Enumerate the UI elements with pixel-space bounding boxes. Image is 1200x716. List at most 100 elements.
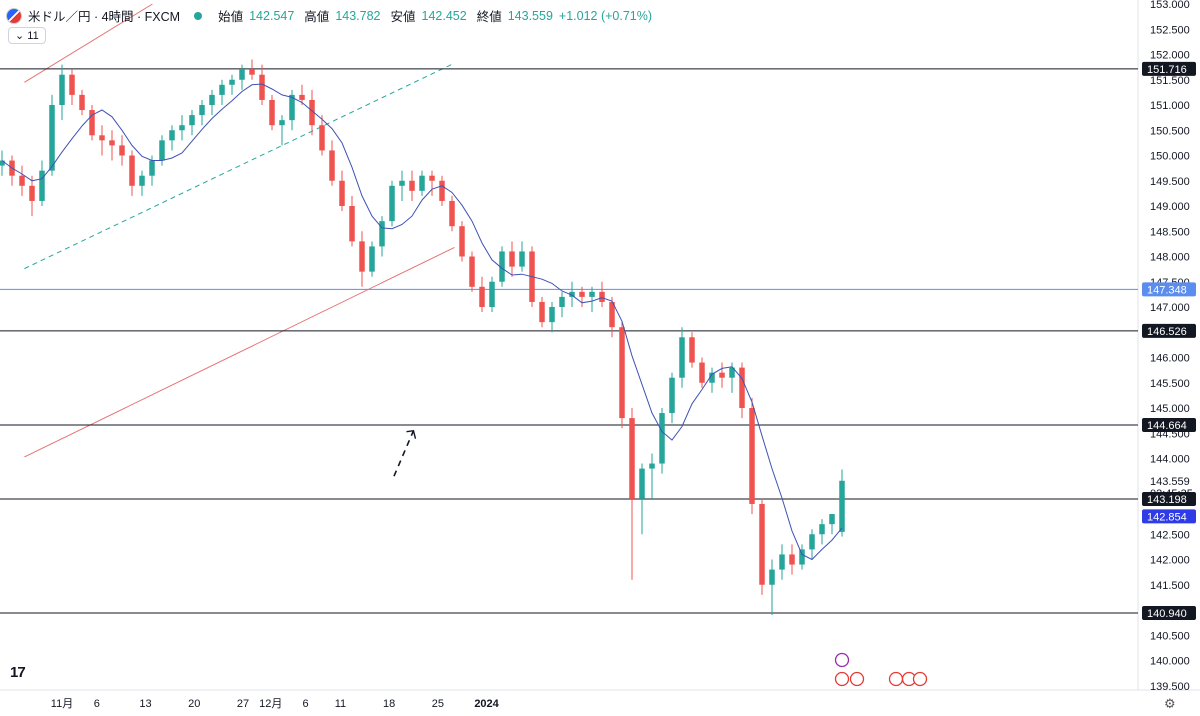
- candle-body: [419, 175, 425, 191]
- candle-body: [489, 281, 495, 307]
- low-label: 安値: [390, 10, 416, 24]
- candle-body: [319, 125, 325, 151]
- candle-body: [819, 524, 825, 535]
- indicator-count: 11: [27, 30, 39, 42]
- candle-body: [619, 327, 625, 419]
- event-icon[interactable]: [834, 671, 850, 687]
- candle-body: [159, 140, 165, 161]
- price-tag-label: 140.940: [1147, 608, 1187, 620]
- tradingview-logo-icon[interactable]: 17: [10, 664, 26, 681]
- candle-body: [69, 74, 75, 95]
- candle-body: [339, 180, 345, 206]
- y-tick-label: 144.000: [1150, 454, 1190, 466]
- candle-body: [779, 554, 785, 570]
- settings-icon[interactable]: ⚙: [1164, 696, 1176, 711]
- candle-body: [79, 94, 85, 111]
- y-tick-label: 142.500: [1150, 529, 1190, 541]
- candle-body: [299, 94, 305, 100]
- y-tick-label: 152.000: [1150, 50, 1190, 62]
- candle-body: [329, 150, 335, 181]
- candle-body: [179, 125, 185, 131]
- close-label: 終値: [476, 10, 502, 24]
- y-tick-label: 151.000: [1150, 100, 1190, 112]
- candle-body: [469, 256, 475, 287]
- price-tag-label: 151.716: [1147, 64, 1187, 76]
- candle-body: [199, 105, 205, 116]
- candle-body: [769, 569, 775, 585]
- y-tick-label: 141.500: [1150, 580, 1190, 592]
- trend-line-2: [24, 62, 455, 270]
- candle-body: [589, 291, 595, 297]
- candle-body: [789, 554, 795, 565]
- price-tag: [1142, 282, 1196, 297]
- x-tick-label: 11: [335, 698, 346, 710]
- candle-body: [219, 84, 225, 95]
- indicator-toggle-button[interactable]: ⌄ 11: [8, 27, 46, 44]
- x-tick-label: 18: [383, 698, 395, 710]
- candle-body: [809, 534, 815, 550]
- price-tag: [1142, 61, 1196, 76]
- candle-body: [209, 94, 215, 105]
- y-tick-label: 145.000: [1150, 403, 1190, 415]
- candle-body: [649, 463, 655, 469]
- x-tick-label: 20: [188, 698, 200, 710]
- trend-line-1: [24, 246, 455, 458]
- high-value: 143.782: [335, 8, 381, 23]
- candle-body: [399, 180, 405, 186]
- price-tag: [1142, 606, 1196, 621]
- x-tick-label: 27: [237, 698, 249, 710]
- ma-price-tag: [1142, 509, 1196, 524]
- candle-body: [759, 503, 765, 585]
- candle-body: [459, 226, 465, 257]
- price-tag-label: 146.526: [1147, 326, 1187, 338]
- x-tick-label: 25: [432, 698, 444, 710]
- candle-body: [729, 367, 735, 378]
- candle-body: [519, 251, 525, 267]
- price-tag: [1142, 323, 1196, 338]
- y-tick-label: 153.000: [1150, 0, 1190, 11]
- y-tick-label: 148.500: [1150, 226, 1190, 238]
- symbol-title[interactable]: 米ドル／円 · 4時間 · FXCM: [28, 10, 181, 24]
- candle-body: [509, 251, 515, 267]
- market-open-dot-icon: [194, 11, 203, 20]
- candle-body: [29, 185, 35, 201]
- candle-body: [829, 514, 835, 525]
- x-tick-label: 11月: [51, 698, 73, 710]
- event-icon[interactable]: [849, 671, 865, 687]
- candle-body: [279, 120, 285, 126]
- open-label: 始値: [218, 10, 244, 24]
- price-tag-label: 147.348: [1147, 284, 1187, 296]
- candle-body: [749, 408, 755, 504]
- candle-body: [719, 372, 725, 378]
- y-tick-label: 145.500: [1150, 378, 1190, 390]
- candle-body: [89, 110, 95, 136]
- candle-body: [479, 286, 485, 307]
- candle-body: [99, 135, 105, 141]
- candle-body: [229, 79, 235, 85]
- candle-body: [539, 301, 545, 323]
- y-tick-label: 151.500: [1150, 75, 1190, 87]
- candle-body: [739, 367, 745, 408]
- event-icon[interactable]: [834, 652, 850, 668]
- ma-price-tag-label: 142.854: [1147, 511, 1187, 523]
- candle-body: [379, 221, 385, 247]
- y-tick-label: 148.000: [1150, 252, 1190, 264]
- candle-body: [689, 337, 695, 363]
- candle-body: [439, 180, 445, 201]
- event-icon[interactable]: [888, 671, 904, 687]
- candle-body: [109, 140, 115, 146]
- moving-average-line: [1, 83, 843, 561]
- x-tick-label: 2024: [474, 698, 499, 710]
- y-tick-label: 146.000: [1150, 353, 1190, 365]
- price-tag: [1142, 417, 1196, 432]
- event-icon[interactable]: [912, 671, 928, 687]
- candle-body: [679, 337, 685, 378]
- y-tick-label: 147.000: [1150, 302, 1190, 314]
- candle-body: [259, 74, 265, 100]
- candle-body: [49, 105, 55, 171]
- candle-body: [349, 206, 355, 242]
- candle-body: [499, 251, 505, 282]
- candle-body: [629, 418, 635, 499]
- x-tick-label: 13: [139, 698, 151, 710]
